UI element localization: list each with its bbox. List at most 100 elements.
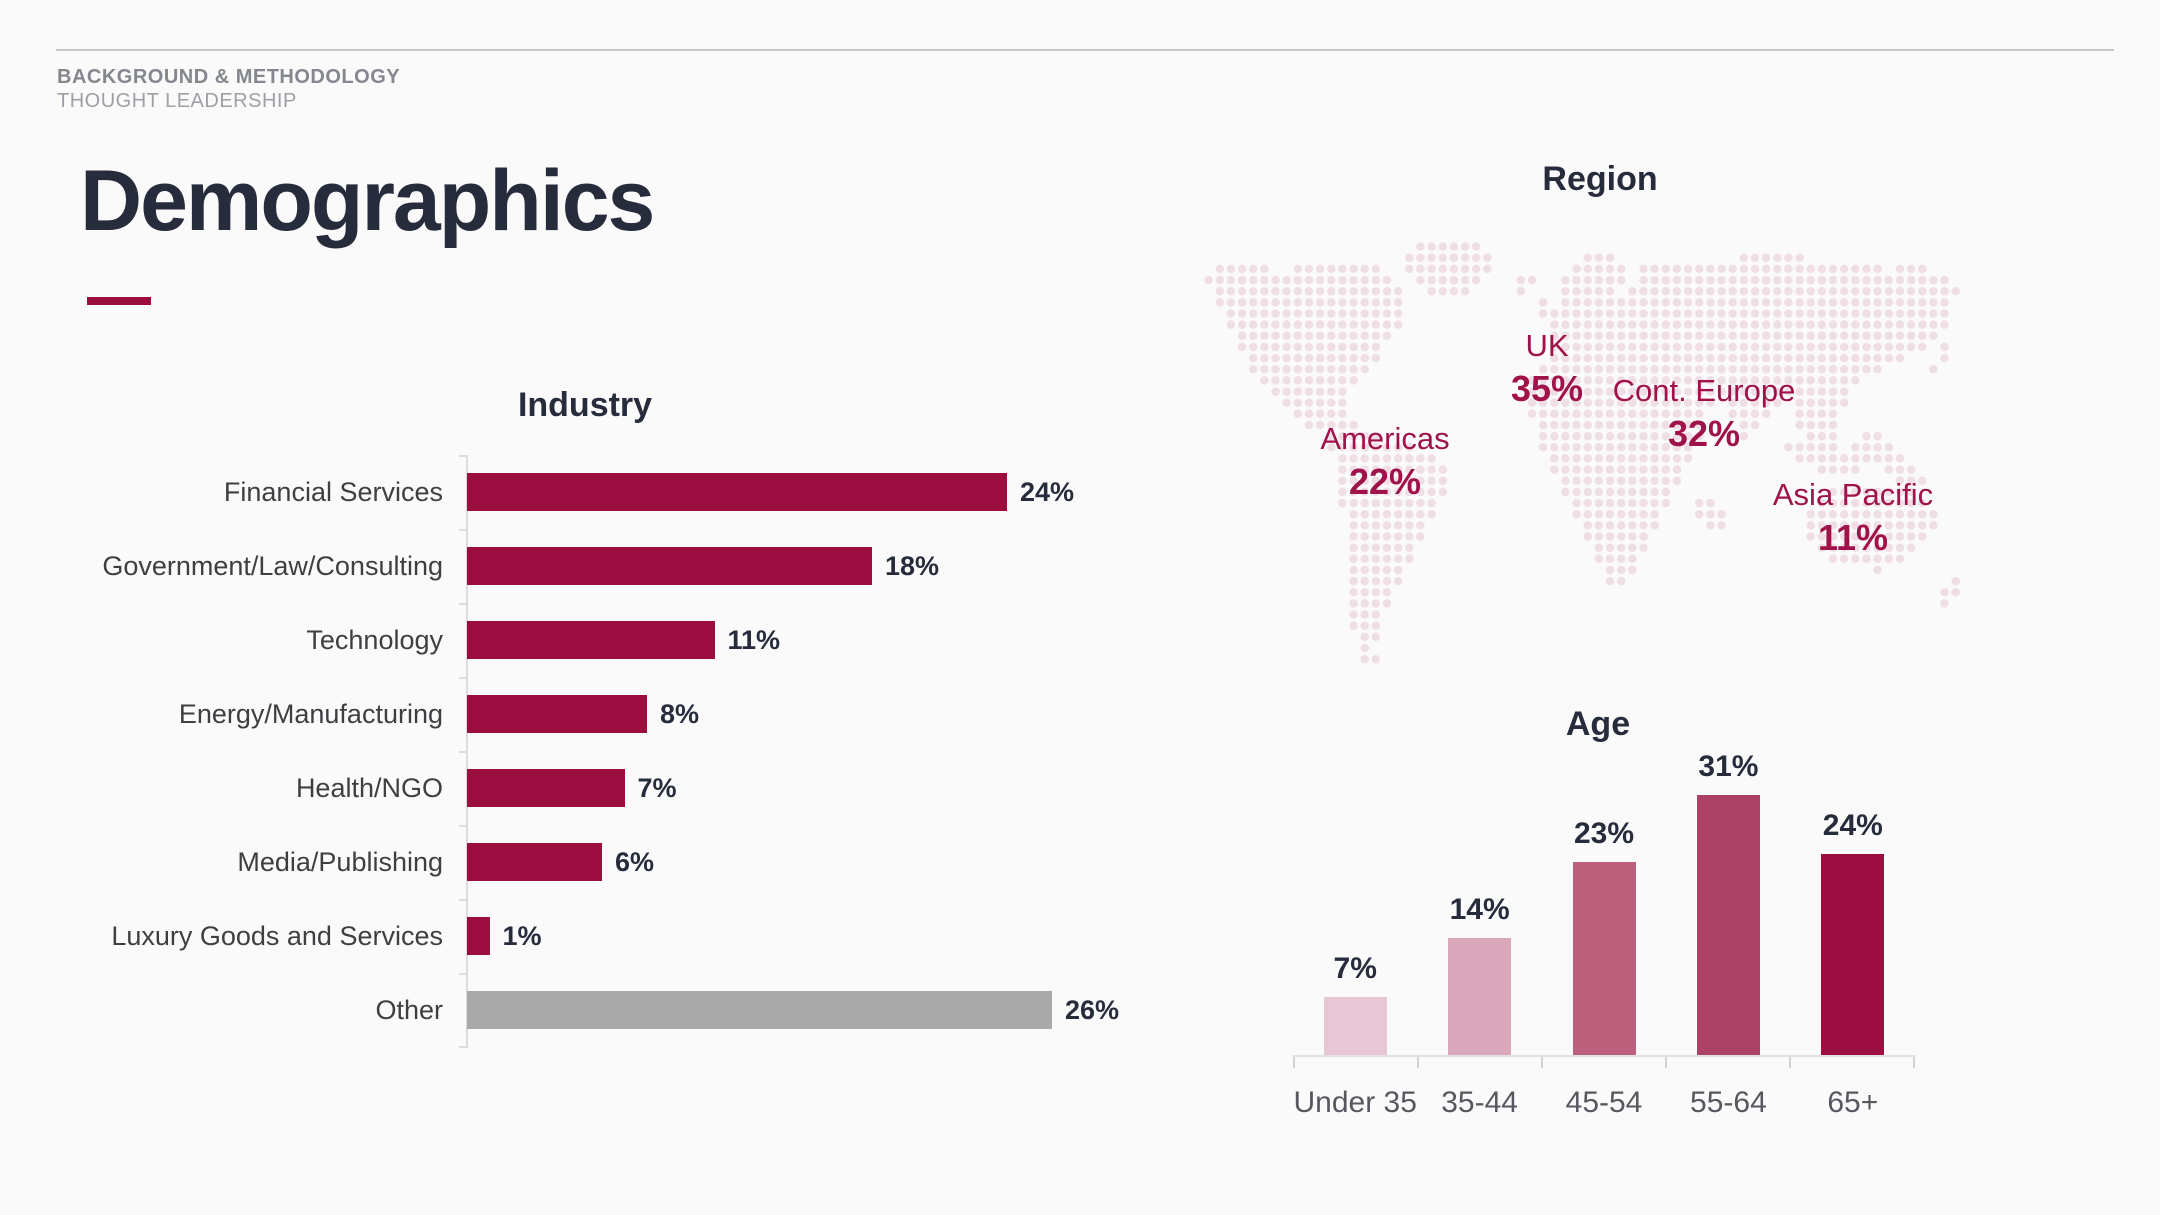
industry-row: Financial Services 24% <box>0 455 1180 529</box>
industry-bar-value: 7% <box>637 772 677 803</box>
industry-bar-value: 6% <box>615 846 655 877</box>
industry-bar-value: 8% <box>660 698 700 729</box>
industry-category-label: Luxury Goods and Services <box>111 920 443 951</box>
industry-bar-value: 1% <box>502 920 542 951</box>
industry-barwrap: 26% <box>467 991 1180 1029</box>
age-bar-value: 31% <box>1698 750 1759 783</box>
page-title: Demographics <box>80 153 655 249</box>
age-category-label: 65+ <box>1827 1086 1879 1119</box>
industry-axis-tick <box>459 677 466 679</box>
age-category-label: 55-64 <box>1690 1086 1767 1119</box>
age-axis-tick <box>1789 1057 1791 1068</box>
industry-barwrap: 1% <box>467 917 1180 955</box>
age-columns: 7% 14% 23% 31% 24% <box>1293 718 1915 1056</box>
region-name: Americas <box>1320 421 1450 456</box>
industry-bar <box>467 547 872 585</box>
age-axis-tick <box>1665 1057 1667 1068</box>
title-underline <box>87 297 151 305</box>
region-label-uk: UK 35% <box>1511 328 1583 407</box>
region-name: UK <box>1525 328 1569 363</box>
industry-axis-tick <box>459 751 466 753</box>
industry-chart-title: Industry <box>517 386 653 424</box>
region-value: 11% <box>1817 516 1889 558</box>
industry-category-label: Health/NGO <box>295 772 443 803</box>
industry-axis-tick <box>459 973 466 975</box>
age-baseline <box>1293 1055 1915 1068</box>
industry-row: Health/NGO 7% <box>0 751 1180 825</box>
age-labels: Under 35 35-44 45-54 55-64 65+ <box>1293 1086 1915 1120</box>
age-category-label: Under 35 <box>1293 1086 1417 1119</box>
industry-category-label: Technology <box>306 624 443 655</box>
industry-row: Luxury Goods and Services 1% <box>0 899 1180 973</box>
age-axis-tick <box>1417 1057 1419 1068</box>
age-bar-value: 24% <box>1822 809 1883 842</box>
industry-category-label: Other <box>375 994 443 1025</box>
industry-bar <box>467 473 1007 511</box>
age-column: 24% <box>1791 718 1915 1056</box>
region-label-cont-europe: Cont. Europe 32% <box>1613 373 1796 452</box>
industry-bar-value: 11% <box>727 624 781 655</box>
region-chart-title: Region <box>1542 160 1658 198</box>
industry-bar-value: 18% <box>885 550 940 581</box>
industry-bar <box>467 991 1052 1029</box>
age-bar-value: 14% <box>1449 893 1510 926</box>
industry-barwrap: 11% <box>467 621 1180 659</box>
industry-barwrap: 18% <box>467 547 1180 585</box>
age-bar <box>1696 795 1760 1056</box>
industry-axis-tick <box>459 1046 466 1048</box>
industry-axis-tick <box>459 899 466 901</box>
region-name: Asia Pacific <box>1772 477 1934 512</box>
region-value: 22% <box>1348 460 1422 502</box>
industry-row: Technology 11% <box>0 603 1180 677</box>
region-label-asia-pacific: Asia Pacific 11% <box>1773 477 1933 556</box>
region-name: Cont. Europe <box>1612 373 1796 408</box>
industry-barwrap: 6% <box>467 843 1180 881</box>
industry-category-label: Government/Law/Consulting <box>102 550 443 581</box>
industry-bar-value: 26% <box>1065 994 1120 1025</box>
age-category-label: 35-44 <box>1441 1086 1518 1119</box>
age-bar <box>1821 854 1885 1056</box>
age-axis-tick <box>1541 1057 1543 1068</box>
industry-bar <box>467 917 490 955</box>
industry-barwrap: 24% <box>467 473 1180 511</box>
industry-barwrap: 8% <box>467 695 1180 733</box>
industry-rows: Financial Services 24% Government/Law/Cons… <box>0 455 1180 1047</box>
top-rule-divider <box>56 49 2114 51</box>
age-category-label: 45-54 <box>1565 1086 1643 1119</box>
age-column: 23% <box>1542 718 1666 1056</box>
industry-axis <box>459 455 468 1048</box>
age-column: 31% <box>1666 718 1790 1056</box>
industry-row: Media/Publishing 6% <box>0 825 1180 899</box>
industry-barwrap: 7% <box>467 769 1180 807</box>
region-label-americas: Americas 22% <box>1320 421 1449 500</box>
age-column: 7% <box>1293 718 1417 1056</box>
industry-axis-tick <box>459 603 466 605</box>
industry-row: Government/Law/Consulting 18% <box>0 529 1180 603</box>
industry-bar <box>467 621 715 659</box>
industry-row: Energy/Manufacturing 8% <box>0 677 1180 751</box>
industry-bar-value: 24% <box>1020 476 1075 507</box>
industry-axis-tick <box>459 529 466 531</box>
age-chart-title: Age <box>1565 705 1631 743</box>
age-axis-tick <box>1293 1057 1295 1068</box>
age-bar-value: 23% <box>1573 817 1635 850</box>
industry-row: Other 26% <box>0 973 1180 1047</box>
industry-axis-tick <box>459 455 466 457</box>
age-axis-tick <box>1913 1057 1915 1068</box>
industry-category-label: Energy/Manufacturing <box>178 698 443 729</box>
age-bar <box>1572 862 1636 1056</box>
industry-bar <box>467 843 602 881</box>
industry-category-label: Media/Publishing <box>237 846 443 877</box>
age-column: 14% <box>1417 718 1541 1056</box>
age-bar <box>1448 938 1512 1056</box>
world-map-dots <box>1204 242 1960 664</box>
industry-axis-tick <box>459 825 466 827</box>
world-map <box>1203 241 1993 671</box>
industry-category-label: Financial Services <box>223 476 443 507</box>
age-bar <box>1323 997 1387 1056</box>
region-value: 35% <box>1510 367 1584 409</box>
age-bar-value: 7% <box>1333 952 1377 985</box>
region-value: 32% <box>1667 412 1741 454</box>
industry-bar <box>467 695 647 733</box>
industry-bar <box>467 769 625 807</box>
